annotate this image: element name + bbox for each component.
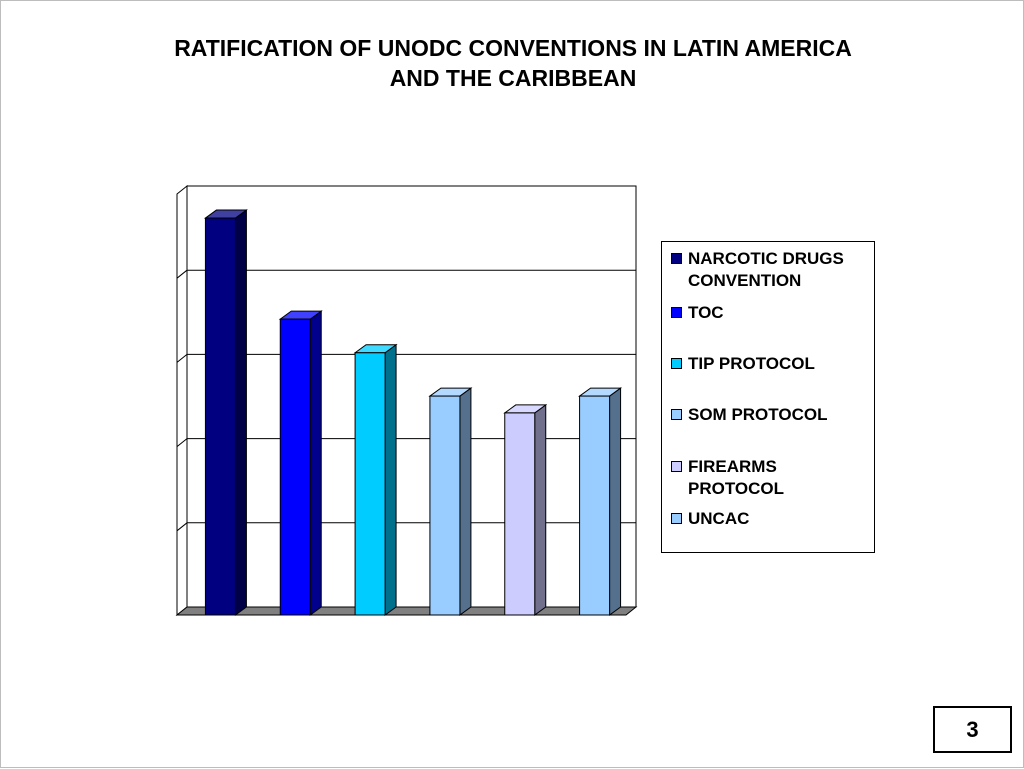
bar-side bbox=[309, 310, 322, 616]
chart-side-wall bbox=[176, 184, 188, 617]
gridline-side bbox=[176, 269, 188, 279]
page-number: 3 bbox=[933, 706, 1012, 753]
bar bbox=[504, 412, 536, 616]
bar-side bbox=[609, 387, 622, 616]
bar bbox=[429, 395, 461, 616]
chart-back-wall bbox=[186, 185, 637, 608]
bar-side bbox=[234, 209, 247, 616]
legend-label: TOC bbox=[688, 303, 724, 322]
gridline-side bbox=[176, 354, 188, 363]
legend-swatch bbox=[671, 513, 682, 524]
legend-item: FIREARMS PROTOCOL bbox=[671, 456, 871, 500]
legend-item: SOM PROTOCOL bbox=[671, 404, 871, 426]
legend-swatch bbox=[671, 461, 682, 472]
legend-label: UNCAC bbox=[688, 509, 750, 528]
gridline-side bbox=[176, 438, 188, 447]
legend-swatch bbox=[671, 409, 682, 420]
legend-item: UNCAC bbox=[671, 508, 871, 530]
legend-item: TIP PROTOCOL bbox=[671, 353, 871, 375]
legend-swatch bbox=[671, 358, 682, 369]
chart-legend: NARCOTIC DRUGS CONVENTION TOC TIP PROTOCOL… bbox=[661, 241, 875, 553]
legend-label: TIP PROTOCOL bbox=[688, 354, 815, 373]
gridline-side bbox=[176, 522, 188, 532]
bar bbox=[354, 352, 386, 616]
legend-swatch bbox=[671, 253, 682, 264]
legend-label: FIREARMS PROTOCOL bbox=[688, 457, 785, 498]
chart-floor bbox=[175, 606, 638, 616]
legend-item: TOC bbox=[671, 302, 871, 324]
slide-title: RATIFICATION OF UNODC CONVENTIONS IN LAT… bbox=[41, 33, 985, 93]
bar-side bbox=[534, 403, 547, 616]
legend-item: NARCOTIC DRUGS CONVENTION bbox=[671, 248, 871, 292]
slide-title-line-1: RATIFICATION OF UNODC CONVENTIONS IN LAT… bbox=[174, 35, 852, 61]
legend-swatch bbox=[671, 307, 682, 318]
bar bbox=[279, 318, 311, 616]
slide-title-line-2: AND THE CARIBBEAN bbox=[389, 65, 637, 91]
bar bbox=[579, 395, 611, 616]
bar-side bbox=[384, 343, 397, 616]
legend-label: SOM PROTOCOL bbox=[688, 405, 828, 424]
legend-label: NARCOTIC DRUGS CONVENTION bbox=[688, 249, 844, 290]
bar-side bbox=[459, 387, 472, 616]
bar bbox=[204, 217, 236, 616]
